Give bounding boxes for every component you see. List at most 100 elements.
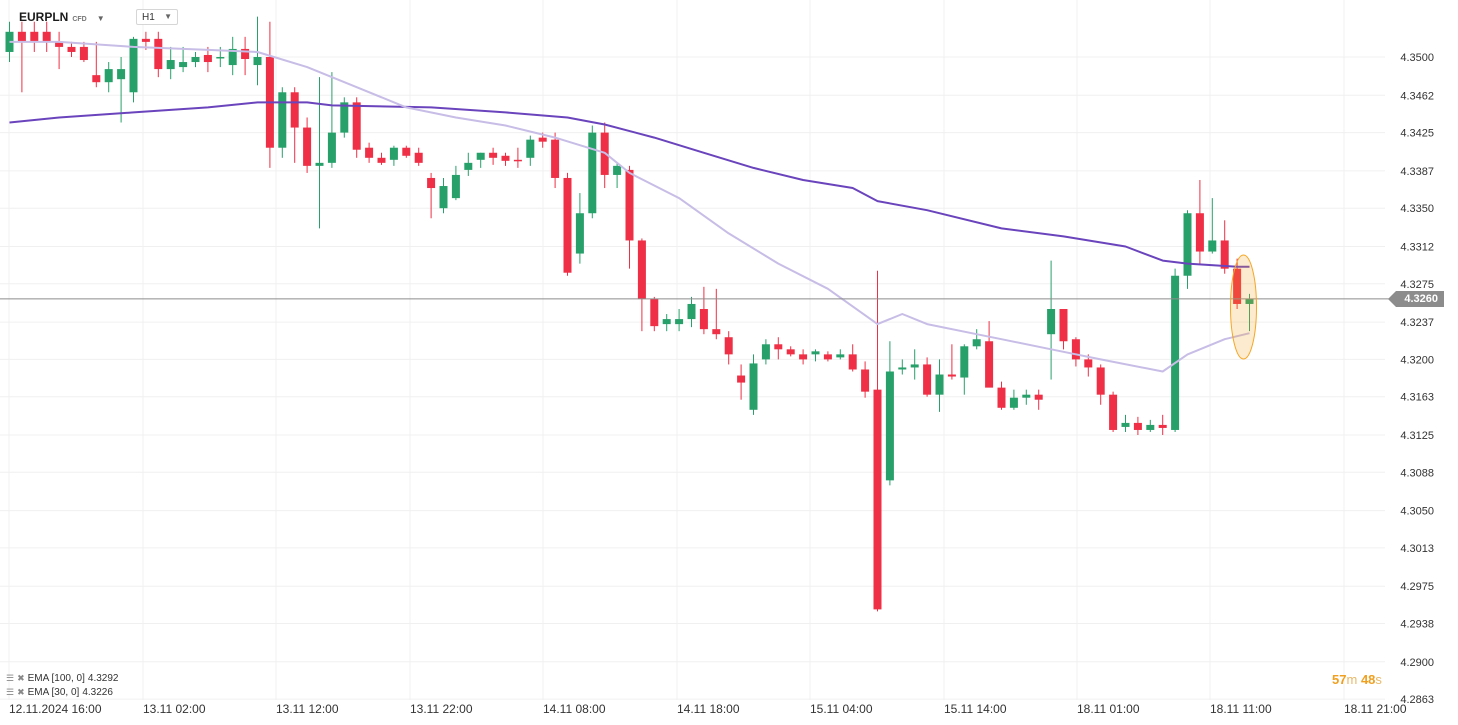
candle-body bbox=[1121, 422, 1130, 427]
candle-body bbox=[141, 38, 150, 42]
candle-body bbox=[67, 46, 76, 52]
candle-up bbox=[327, 72, 336, 168]
candle-body bbox=[278, 92, 287, 148]
candle-down bbox=[489, 147, 498, 165]
candle-down bbox=[861, 361, 870, 398]
candle-up bbox=[228, 36, 237, 76]
candle-body bbox=[451, 174, 460, 199]
timer-seconds-unit: s bbox=[1375, 672, 1382, 687]
indicator-legend-ema100[interactable]: ☰ ✖ EMA [100, 0] 4.3292 bbox=[6, 673, 118, 684]
y-tick-label: 4.3050 bbox=[1400, 506, 1434, 518]
candle-body bbox=[1059, 309, 1068, 342]
candle-body bbox=[179, 62, 188, 68]
candle-body bbox=[1109, 394, 1118, 430]
candle-body bbox=[104, 69, 113, 83]
candle-body bbox=[997, 387, 1006, 408]
candle-body bbox=[1071, 339, 1080, 360]
candle-body bbox=[873, 389, 882, 610]
candle-body bbox=[1171, 275, 1180, 430]
x-tick-label: 14.11 18:00 bbox=[677, 702, 740, 716]
candle-up bbox=[836, 349, 845, 360]
close-icon[interactable]: ✖ bbox=[17, 687, 25, 697]
candle-body bbox=[786, 349, 795, 355]
candle-down bbox=[17, 21, 26, 93]
candle-up bbox=[885, 341, 894, 486]
candle-body bbox=[935, 374, 944, 395]
x-tick-label: 18.11 21:00 bbox=[1344, 702, 1407, 716]
candle-body bbox=[761, 344, 770, 360]
timer-seconds: 48 bbox=[1360, 672, 1376, 687]
candle-body bbox=[414, 152, 423, 163]
candle-up bbox=[811, 349, 820, 362]
candle-body bbox=[1034, 394, 1043, 400]
ema-100-line bbox=[9, 101, 1250, 268]
candle-down bbox=[501, 152, 510, 166]
indicator-legend-ema30[interactable]: ☰ ✖ EMA [30, 0] 4.3226 bbox=[6, 687, 113, 698]
chevron-down-icon: ▼ bbox=[164, 12, 172, 21]
y-tick-label: 4.3237 bbox=[1400, 317, 1434, 329]
candle-body bbox=[588, 132, 597, 214]
candle-body bbox=[352, 102, 361, 150]
x-tick-label: 18.11 01:00 bbox=[1077, 702, 1140, 716]
candle-body bbox=[1220, 240, 1229, 269]
candle-body bbox=[253, 57, 262, 66]
candle-body bbox=[203, 54, 212, 63]
candle-body bbox=[117, 69, 126, 80]
symbol-selector[interactable]: EURPLN CFD ▼ bbox=[19, 10, 105, 24]
close-icon[interactable]: ✖ bbox=[17, 673, 25, 683]
settings-icon[interactable]: ☰ bbox=[6, 687, 15, 697]
candle-body bbox=[1245, 298, 1254, 304]
candle-down bbox=[79, 41, 88, 63]
candle-down bbox=[947, 344, 956, 380]
candle-body bbox=[898, 367, 907, 370]
timeframe-selector[interactable]: H1 ▼ bbox=[136, 9, 178, 25]
ema-lines bbox=[9, 40, 1250, 373]
candle-down bbox=[42, 21, 51, 52]
candle-body bbox=[699, 309, 708, 330]
y-tick-label: 4.3425 bbox=[1400, 128, 1434, 140]
time-axis: 12.11.2024 16:00 13.11 02:00 13.11 12:00 13… bbox=[9, 702, 1407, 716]
candle-body bbox=[972, 339, 981, 347]
candle-body bbox=[836, 354, 845, 358]
ema-30-line bbox=[9, 40, 1250, 373]
candle-up bbox=[1183, 210, 1192, 289]
x-tick-label: 13.11 22:00 bbox=[410, 702, 473, 716]
candle-up bbox=[1022, 389, 1031, 405]
candle-up bbox=[687, 296, 696, 328]
x-tick-label: 18.11 11:00 bbox=[1210, 702, 1272, 716]
candle-body bbox=[92, 75, 101, 83]
candle-body bbox=[191, 57, 200, 63]
candle-body bbox=[712, 329, 721, 335]
candle-up bbox=[1245, 293, 1254, 332]
y-tick-label: 4.3350 bbox=[1400, 203, 1434, 215]
settings-icon[interactable]: ☰ bbox=[6, 673, 15, 683]
candle-up bbox=[749, 354, 758, 415]
candle-body bbox=[848, 354, 857, 370]
candle-body bbox=[389, 147, 398, 160]
candle-body bbox=[575, 213, 584, 254]
candle-up bbox=[575, 193, 584, 264]
candle-body bbox=[489, 152, 498, 158]
candle-down bbox=[1059, 309, 1068, 350]
indicator-value: 4.3226 bbox=[82, 687, 113, 698]
candle-down bbox=[290, 87, 299, 163]
y-tick-label: 4.2900 bbox=[1400, 657, 1434, 669]
candle-body bbox=[129, 38, 138, 93]
y-tick-label: 4.3387 bbox=[1400, 166, 1434, 178]
candle-body bbox=[365, 147, 374, 158]
candle-body bbox=[910, 364, 919, 368]
candle-body bbox=[464, 162, 473, 170]
candle-down bbox=[365, 142, 374, 163]
candle-body bbox=[947, 374, 956, 377]
candle-body bbox=[1084, 359, 1093, 368]
candle-up bbox=[476, 152, 485, 168]
candle-down bbox=[265, 21, 274, 168]
candle-body bbox=[377, 157, 386, 163]
y-tick-label: 4.3275 bbox=[1400, 279, 1434, 291]
y-tick-label: 4.3462 bbox=[1400, 90, 1434, 102]
candle-down bbox=[737, 364, 746, 400]
candle-body bbox=[303, 127, 312, 166]
candle-body bbox=[861, 369, 870, 392]
timer-minutes: 57 bbox=[1332, 672, 1347, 687]
